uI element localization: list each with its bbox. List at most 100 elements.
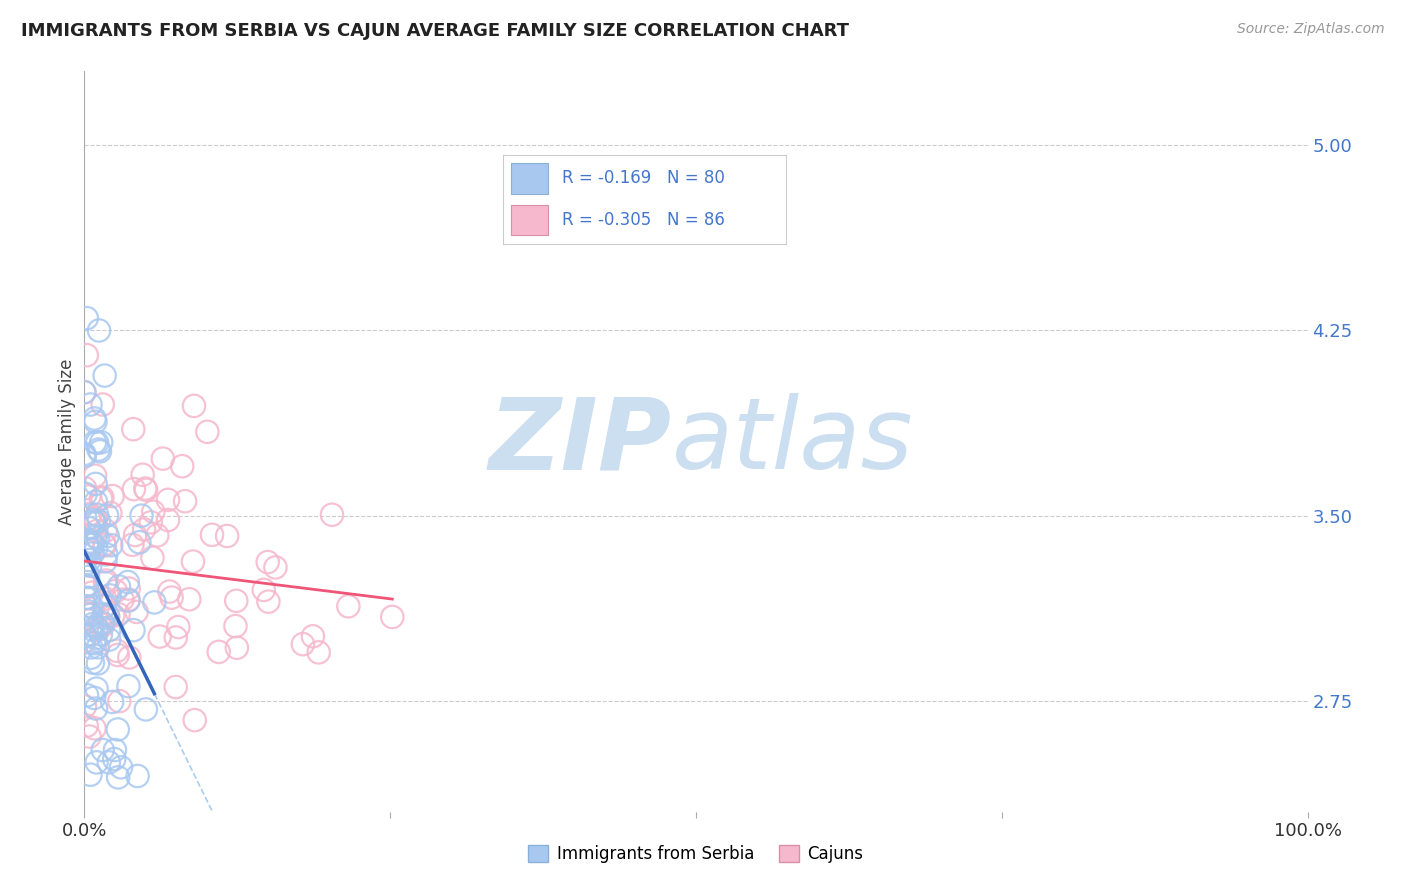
Point: [73, 699, 96, 714]
Point: [79, 534, 101, 549]
Point: [79, 489, 101, 503]
Point: [103, 752, 125, 766]
Point: [87, 623, 110, 637]
Point: [105, 644, 128, 658]
Point: [125, 605, 148, 619]
Point: [79, 542, 101, 557]
Text: ZIP: ZIP: [488, 393, 672, 490]
Point: [201, 528, 224, 542]
Point: [94, 574, 117, 588]
Point: [80, 640, 103, 655]
Point: [104, 743, 127, 757]
Point: [94, 554, 117, 568]
Point: [135, 483, 157, 497]
Point: [152, 451, 174, 466]
Point: [117, 679, 139, 693]
Point: [76, 536, 98, 550]
Point: [160, 591, 183, 605]
Point: [183, 713, 205, 727]
Text: R = -0.305   N = 86: R = -0.305 N = 86: [562, 211, 725, 229]
Point: [98, 588, 121, 602]
Point: [82, 536, 104, 550]
Point: [82, 656, 104, 670]
Point: [80, 599, 103, 614]
Point: [75, 629, 97, 643]
Point: [89, 616, 111, 631]
Point: [84, 468, 107, 483]
Point: [131, 467, 153, 482]
Point: [93, 608, 115, 623]
Point: [195, 425, 218, 439]
Point: [104, 584, 127, 599]
Point: [172, 459, 194, 474]
Point: [107, 607, 129, 622]
Point: [75, 591, 97, 605]
Point: [87, 514, 110, 528]
Point: [90, 627, 112, 641]
Point: [86, 524, 108, 539]
Point: [156, 513, 179, 527]
Point: [91, 398, 114, 412]
Point: [264, 560, 287, 574]
Point: [97, 529, 120, 543]
Point: [101, 695, 124, 709]
Point: [149, 630, 172, 644]
Point: [101, 489, 124, 503]
Point: [86, 756, 108, 770]
Point: [83, 516, 105, 530]
Point: [108, 694, 131, 708]
Point: [98, 623, 121, 637]
Point: [84, 541, 107, 556]
Point: [77, 521, 100, 535]
Text: IMMIGRANTS FROM SERBIA VS CAJUN AVERAGE FAMILY SIZE CORRELATION CHART: IMMIGRANTS FROM SERBIA VS CAJUN AVERAGE …: [21, 22, 849, 40]
Point: [107, 770, 129, 784]
Point: [91, 491, 114, 505]
Point: [94, 575, 117, 590]
Point: [83, 690, 105, 705]
Point: [132, 522, 155, 536]
Point: [89, 444, 111, 458]
Point: [131, 508, 153, 523]
Text: atlas: atlas: [672, 393, 912, 490]
Point: [80, 623, 103, 637]
Point: [91, 618, 114, 632]
Point: [86, 508, 108, 522]
Point: [98, 632, 121, 647]
Point: [86, 681, 108, 696]
FancyBboxPatch shape: [512, 163, 548, 194]
Point: [73, 447, 96, 461]
Point: [122, 623, 145, 637]
Point: [157, 584, 180, 599]
Point: [87, 324, 110, 338]
Point: [83, 721, 105, 735]
Point: [86, 621, 108, 635]
Point: [122, 422, 145, 436]
Point: [87, 657, 110, 671]
Point: [167, 620, 190, 634]
Point: [179, 592, 201, 607]
Point: [110, 760, 132, 774]
Point: [84, 701, 107, 715]
Point: [75, 578, 97, 592]
Point: [257, 594, 280, 608]
Point: [135, 702, 157, 716]
Point: [79, 558, 101, 573]
Point: [90, 435, 112, 450]
Point: [77, 614, 100, 628]
Point: [111, 592, 134, 607]
Point: [225, 594, 247, 608]
Point: [83, 411, 105, 425]
Point: [84, 511, 107, 525]
Point: [124, 528, 146, 542]
Point: [76, 348, 98, 362]
Point: [143, 595, 166, 609]
Point: [94, 539, 117, 553]
Point: [77, 553, 100, 567]
Point: [337, 599, 360, 614]
Point: [94, 599, 117, 613]
Text: R = -0.169   N = 80: R = -0.169 N = 80: [562, 169, 725, 187]
Point: [134, 482, 156, 496]
Y-axis label: Average Family Size: Average Family Size: [58, 359, 76, 524]
Point: [84, 435, 107, 450]
Point: [79, 607, 101, 621]
